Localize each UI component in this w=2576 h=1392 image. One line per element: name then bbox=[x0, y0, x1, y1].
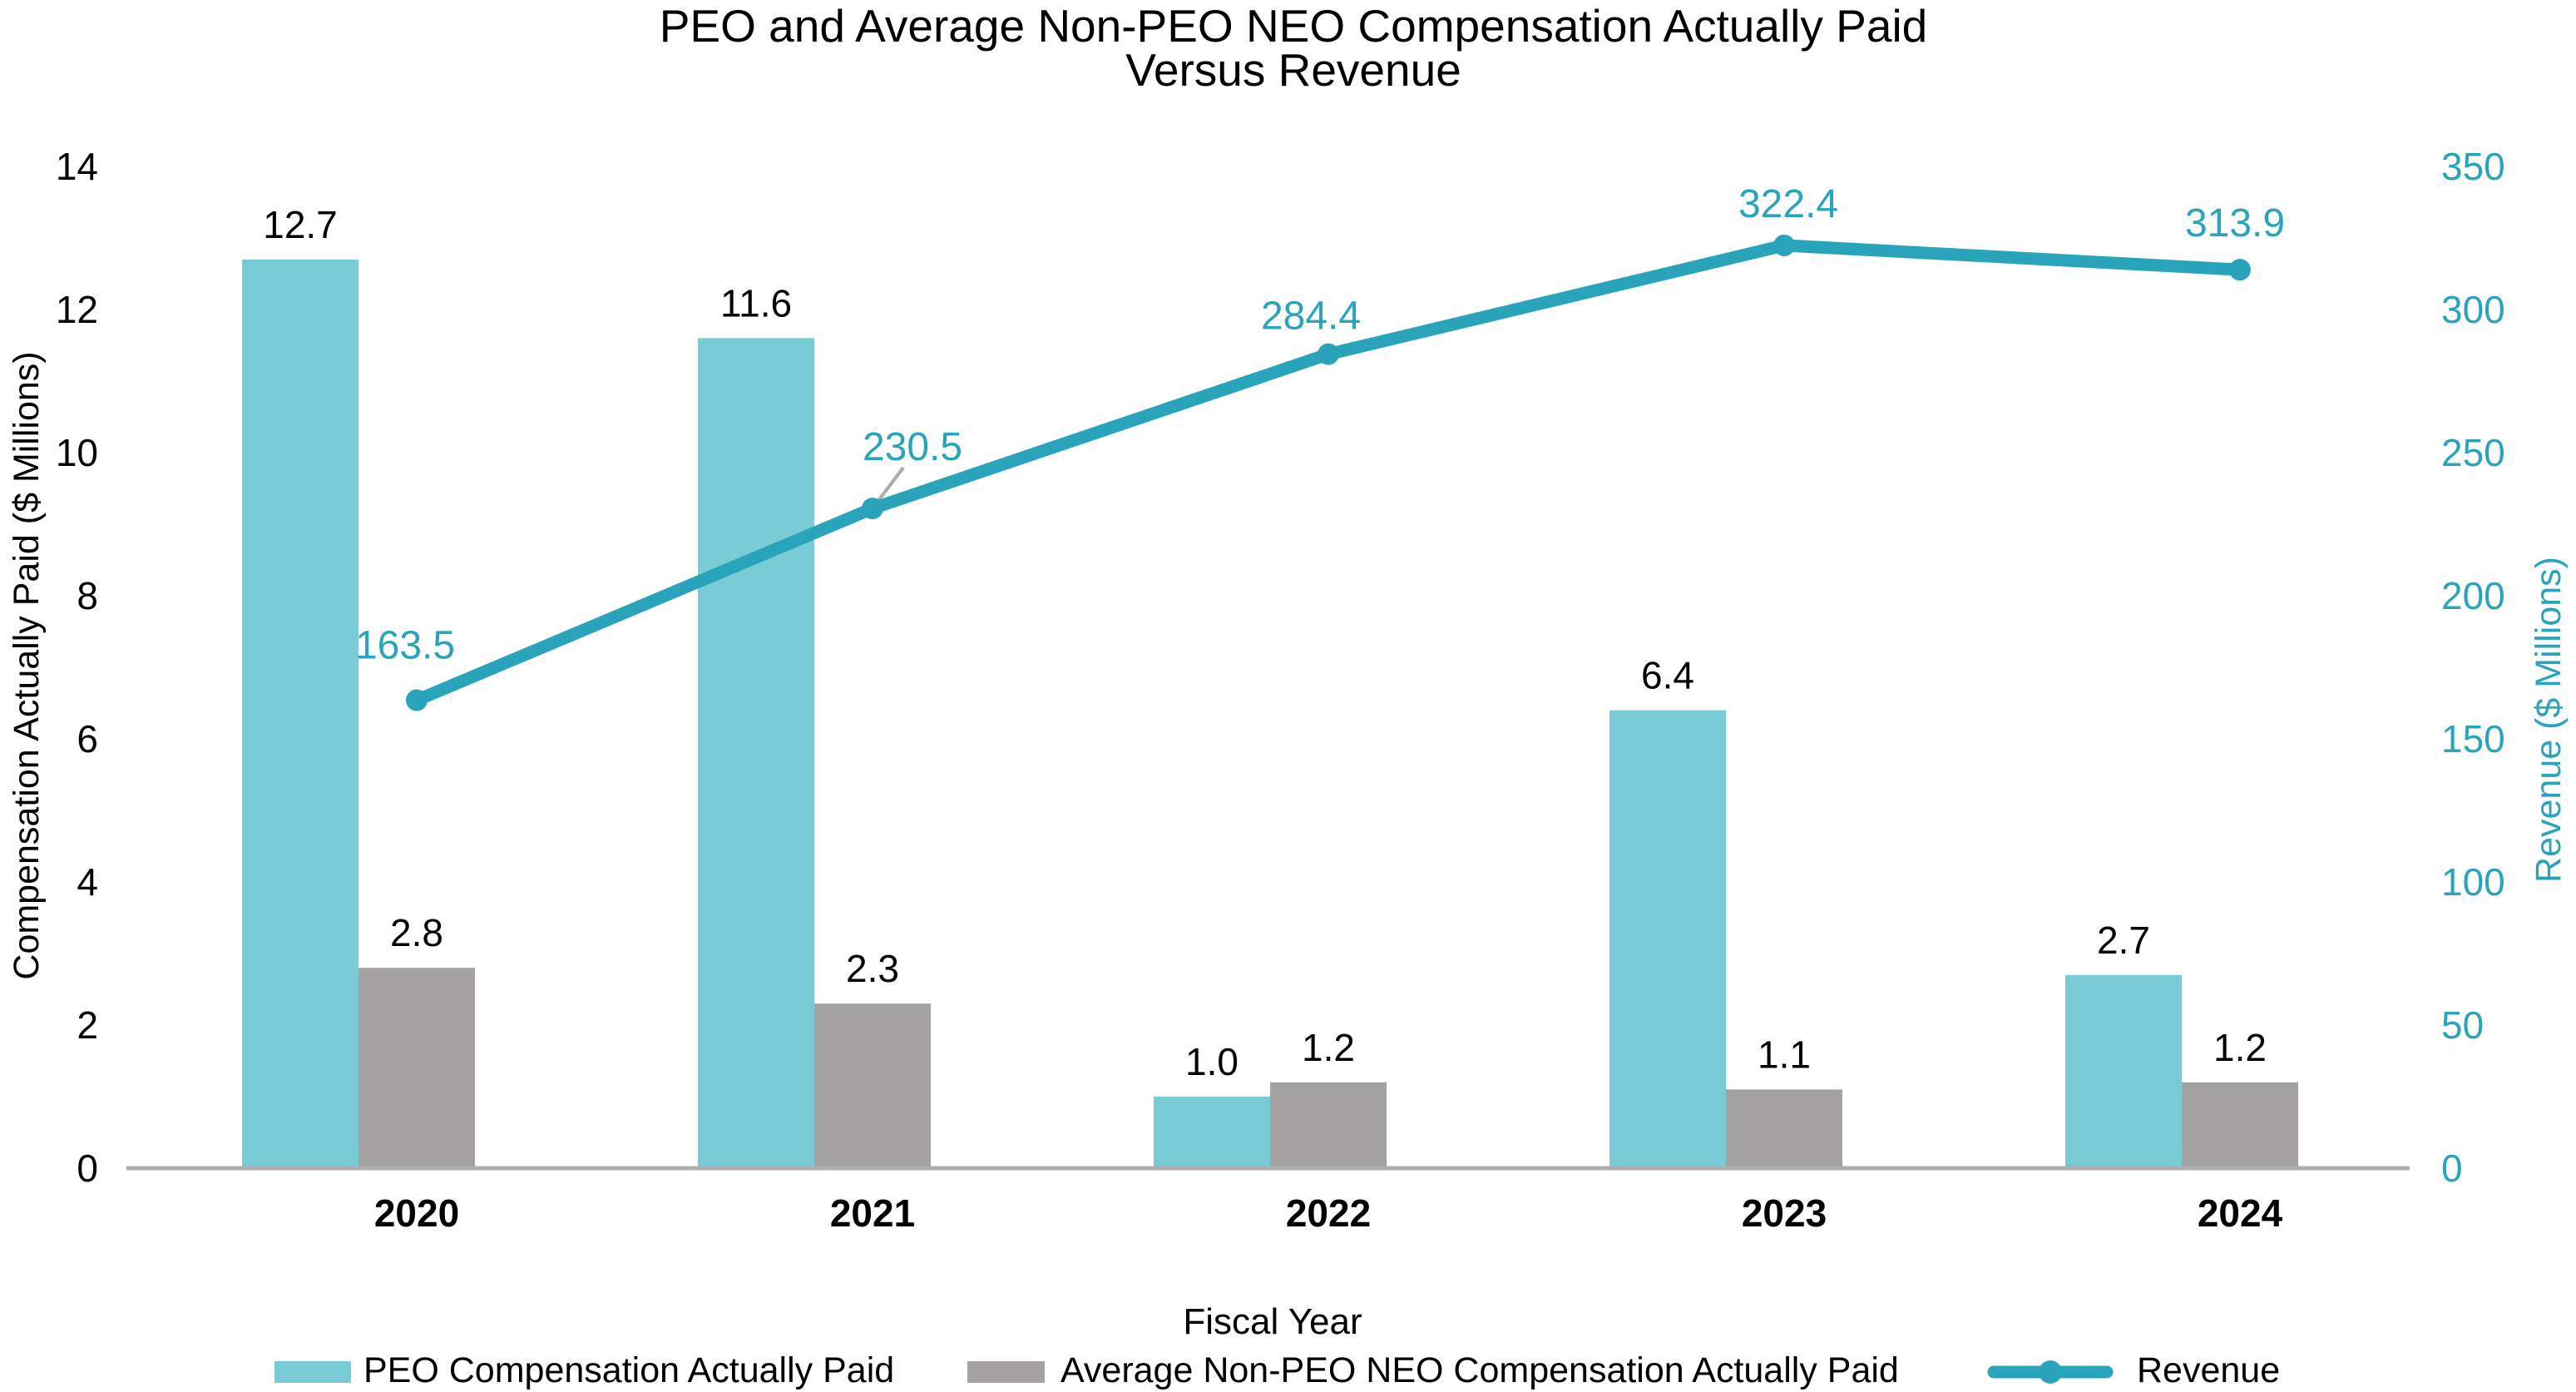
legend-swatch-neo bbox=[967, 1361, 1045, 1383]
x-tick-2021: 2021 bbox=[830, 1191, 915, 1235]
bar-label-neo-2020: 2.8 bbox=[390, 911, 443, 954]
bar-peo-2023 bbox=[1609, 710, 1726, 1168]
revenue-data-labels: 163.5 230.5 284.4 322.4 313.9 bbox=[355, 182, 2285, 668]
left-axis-title: Compensation Actually Paid ($ Millions) bbox=[7, 351, 47, 979]
x-axis-category-labels: 2020 2021 2022 2023 2024 bbox=[374, 1191, 2283, 1235]
x-axis-title: Fiscal Year bbox=[1183, 1301, 1362, 1342]
left-tick-4: 4 bbox=[77, 860, 98, 904]
revenue-point-2023 bbox=[1773, 234, 1795, 256]
bar-peo-2021 bbox=[698, 338, 814, 1168]
revenue-point-2020 bbox=[406, 689, 428, 711]
bar-label-peo-2020: 12.7 bbox=[263, 203, 338, 246]
legend-label-2: Revenue bbox=[2137, 1350, 2280, 1390]
right-axis-tick-labels: 0 50 100 150 200 250 300 350 bbox=[2441, 145, 2505, 1190]
peo-bar-series bbox=[242, 259, 2182, 1168]
left-tick-14: 14 bbox=[56, 145, 98, 188]
revenue-label-2020: 163.5 bbox=[355, 624, 455, 668]
right-tick-350: 350 bbox=[2441, 145, 2505, 188]
bar-label-peo-2023: 6.4 bbox=[1641, 654, 1694, 697]
legend-label-1: Average Non-PEO NEO Compensation Actuall… bbox=[1061, 1350, 1899, 1390]
bar-peo-2020 bbox=[242, 259, 358, 1168]
right-tick-250: 250 bbox=[2441, 431, 2505, 474]
right-tick-300: 300 bbox=[2441, 288, 2505, 331]
right-tick-0: 0 bbox=[2441, 1147, 2463, 1190]
left-tick-10: 10 bbox=[56, 431, 98, 474]
chart-title-line2: Versus Revenue bbox=[1125, 44, 1461, 96]
label-leader-line-group bbox=[873, 466, 905, 507]
x-tick-2022: 2022 bbox=[1286, 1191, 1371, 1235]
right-tick-200: 200 bbox=[2441, 574, 2505, 617]
revenue-point-2022 bbox=[1318, 343, 1339, 365]
bar-neo-2020 bbox=[358, 968, 475, 1168]
revenue-label-2022: 284.4 bbox=[1261, 295, 1361, 339]
right-tick-50: 50 bbox=[2441, 1003, 2484, 1047]
bar-label-neo-2021: 2.3 bbox=[846, 947, 899, 990]
revenue-label-2024: 313.9 bbox=[2185, 201, 2285, 245]
right-axis-title: Revenue ($ Millions) bbox=[2529, 557, 2569, 883]
right-tick-150: 150 bbox=[2441, 717, 2505, 760]
bar-neo-2021 bbox=[814, 1003, 931, 1168]
left-tick-8: 8 bbox=[77, 574, 98, 617]
bar-label-neo-2022: 1.2 bbox=[1302, 1026, 1355, 1069]
bar-label-peo-2022: 1.0 bbox=[1185, 1040, 1239, 1083]
bar-peo-2024 bbox=[2065, 974, 2182, 1168]
revenue-point-2024 bbox=[2229, 259, 2251, 281]
x-tick-2023: 2023 bbox=[1742, 1191, 1827, 1235]
revenue-point-2021 bbox=[862, 498, 883, 520]
bar-data-labels: 12.7 2.8 11.6 2.3 1.0 1.2 6.4 1.1 2.7 1.2 bbox=[263, 203, 2267, 1083]
non-peo-neo-bar-series bbox=[358, 968, 2298, 1168]
left-tick-0: 0 bbox=[77, 1147, 98, 1190]
chart-title-line1: PEO and Average Non-PEO NEO Compensation… bbox=[660, 0, 1928, 52]
bar-label-peo-2024: 2.7 bbox=[2097, 919, 2150, 962]
left-tick-2: 2 bbox=[77, 1003, 98, 1047]
left-tick-12: 12 bbox=[56, 288, 98, 331]
left-axis-tick-labels: 0 2 4 6 8 10 12 14 bbox=[56, 145, 98, 1190]
revenue-line-series bbox=[406, 234, 2251, 711]
x-tick-2024: 2024 bbox=[2198, 1191, 2283, 1235]
bar-label-peo-2021: 11.6 bbox=[720, 281, 792, 324]
bar-label-neo-2024: 1.2 bbox=[2213, 1026, 2267, 1069]
right-tick-100: 100 bbox=[2441, 860, 2505, 904]
legend: PEO Compensation Actually Paid Average No… bbox=[274, 1350, 2280, 1390]
revenue-label-2023: 322.4 bbox=[1738, 182, 1838, 226]
legend-label-0: PEO Compensation Actually Paid bbox=[363, 1350, 894, 1390]
left-tick-6: 6 bbox=[77, 717, 98, 760]
bar-neo-2022 bbox=[1270, 1082, 1387, 1168]
bar-neo-2024 bbox=[2182, 1082, 2298, 1168]
bar-label-neo-2023: 1.1 bbox=[1758, 1033, 1811, 1076]
bar-neo-2023 bbox=[1726, 1089, 1842, 1168]
revenue-label-2021: 230.5 bbox=[863, 425, 962, 469]
bar-peo-2022 bbox=[1154, 1097, 1270, 1168]
legend-marker-revenue bbox=[2039, 1360, 2062, 1384]
legend-swatch-peo bbox=[274, 1361, 351, 1383]
revenue-label-leader-line bbox=[873, 466, 905, 507]
x-tick-2020: 2020 bbox=[374, 1191, 459, 1235]
